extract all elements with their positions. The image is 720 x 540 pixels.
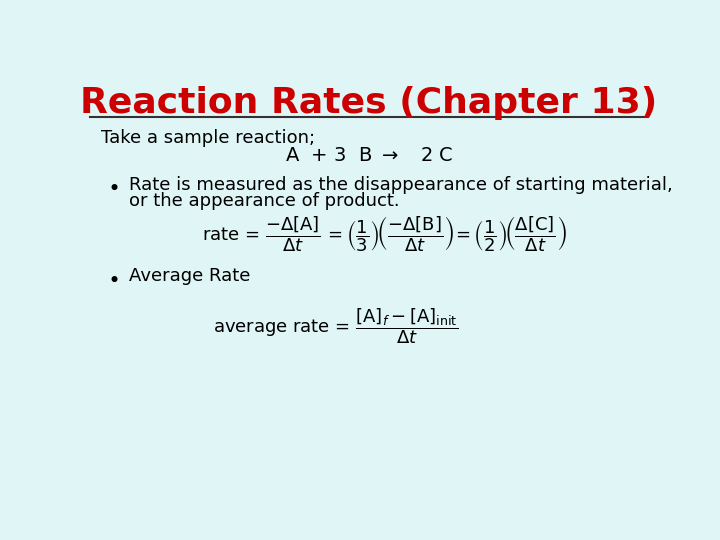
Text: A  + 3  B $\rightarrow$   2 C: A + 3 B $\rightarrow$ 2 C <box>285 146 453 165</box>
Text: Reaction Rates (Chapter 13): Reaction Rates (Chapter 13) <box>81 85 657 119</box>
Text: rate = $\dfrac{-\Delta[\mathrm{A}]}{\Delta t}$: rate = $\dfrac{-\Delta[\mathrm{A}]}{\Del… <box>202 214 320 254</box>
Text: $\bullet$: $\bullet$ <box>107 268 118 288</box>
Text: average rate = $\dfrac{[\mathrm{A}]_f - [\mathrm{A}]_{\mathrm{init}}}{\Delta t}$: average rate = $\dfrac{[\mathrm{A}]_f - … <box>213 306 458 346</box>
Text: Take a sample reaction;: Take a sample reaction; <box>101 129 315 147</box>
Text: Average Rate: Average Rate <box>129 267 251 285</box>
Text: Rate is measured as the disappearance of starting material,: Rate is measured as the disappearance of… <box>129 176 672 194</box>
Text: $\bullet$: $\bullet$ <box>107 177 118 197</box>
Text: $= \left(\dfrac{1}{3}\right)\!\left(\dfrac{-\Delta[\mathrm{B}]}{\Delta t}\right): $= \left(\dfrac{1}{3}\right)\!\left(\dfr… <box>324 214 567 254</box>
Text: or the appearance of product.: or the appearance of product. <box>129 192 400 210</box>
